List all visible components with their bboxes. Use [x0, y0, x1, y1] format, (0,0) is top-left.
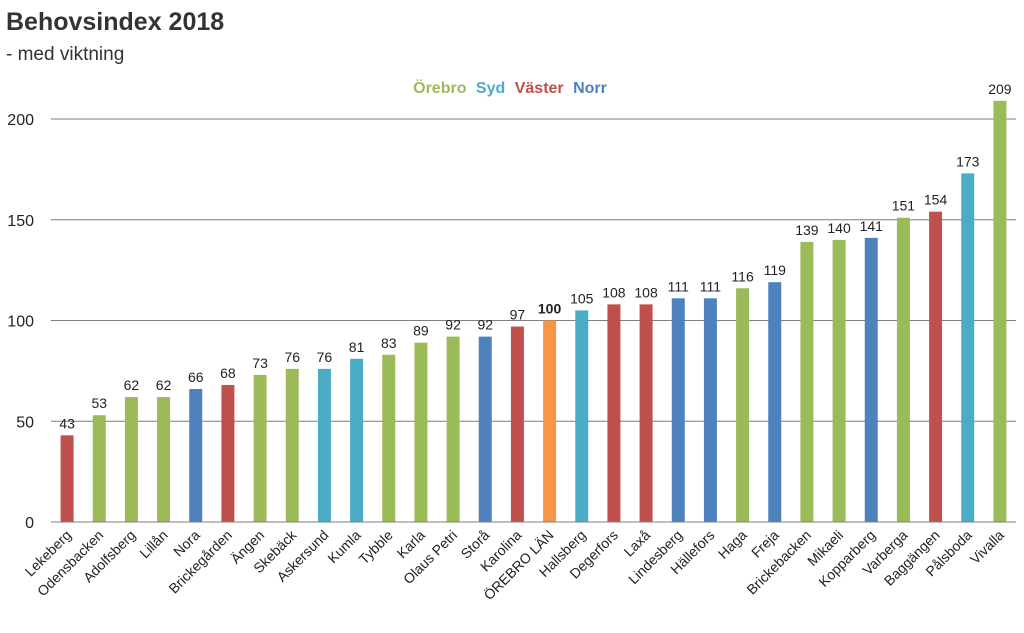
bar	[157, 397, 171, 522]
bar	[253, 374, 267, 522]
bar	[832, 239, 846, 522]
bar	[768, 282, 782, 522]
legend-entry-orebro: Örebro	[413, 78, 467, 97]
bars	[60, 100, 1007, 523]
bar	[736, 288, 750, 522]
chart-subtitle: - med viktning	[6, 44, 124, 65]
bar	[478, 336, 492, 522]
data-label: 111	[700, 278, 721, 294]
bar	[929, 211, 943, 522]
x-tick-label: Lillån	[136, 527, 170, 561]
data-labels: 43 53 62 62 66 68 73 76 76 81 83 89 92 92 97 100 105 108 1…	[59, 81, 1012, 431]
data-label: 173	[956, 153, 980, 169]
bar	[639, 304, 653, 522]
data-label: 81	[349, 339, 365, 355]
y-tick-label: 0	[25, 515, 34, 532]
bar	[575, 310, 589, 522]
bar	[221, 384, 235, 522]
bar	[317, 368, 331, 522]
bar	[189, 389, 203, 522]
data-label: 108	[602, 284, 626, 300]
bar	[543, 320, 557, 522]
bar	[414, 342, 428, 522]
data-label: 119	[764, 262, 787, 278]
data-label: 43	[59, 415, 75, 431]
x-tick-label: Vivalla	[967, 527, 1007, 567]
data-label: 66	[188, 369, 204, 385]
bar	[382, 354, 396, 522]
bar	[864, 237, 878, 522]
bar	[92, 415, 106, 522]
data-label: 53	[91, 395, 107, 411]
data-label: 111	[668, 278, 689, 294]
bar	[60, 435, 74, 522]
bar	[993, 100, 1007, 523]
data-label: 141	[860, 218, 884, 234]
gridlines	[51, 118, 1016, 422]
legend-entry-syd: Syd	[476, 80, 505, 97]
bar	[671, 298, 685, 522]
data-label: 139	[795, 222, 819, 238]
data-label: 92	[477, 317, 493, 333]
data-label: 154	[924, 192, 948, 208]
bar	[703, 298, 717, 522]
data-label: 97	[510, 307, 526, 323]
bar	[800, 241, 814, 523]
data-label: 209	[988, 81, 1012, 97]
legend-entry-norr: Norr	[573, 80, 607, 97]
data-label: 151	[892, 198, 916, 214]
bar	[607, 304, 621, 522]
data-label: 116	[731, 268, 754, 284]
data-label: 62	[124, 377, 140, 393]
legend: Örebro Syd Väster Norr	[413, 78, 607, 97]
x-tick-label: Haga	[715, 527, 750, 562]
data-label: 76	[317, 349, 333, 365]
chart-title: Behovsindex 2018	[6, 8, 224, 36]
x-tick-label: Kumla	[324, 527, 364, 567]
bar	[961, 173, 975, 522]
data-label: 62	[156, 377, 172, 393]
data-label: 92	[445, 317, 461, 333]
data-label: 140	[827, 220, 851, 236]
data-label: 76	[284, 349, 300, 365]
data-label: 100	[538, 301, 562, 317]
data-label: 89	[413, 323, 429, 339]
y-tick-label: 150	[7, 213, 34, 230]
bar	[510, 326, 524, 522]
bar	[350, 358, 364, 522]
bar	[896, 217, 910, 523]
data-label: 73	[252, 355, 268, 371]
y-tick-label: 200	[7, 112, 34, 129]
y-axis-ticks: 0 50 100 150 200	[7, 112, 34, 532]
data-label: 68	[220, 365, 236, 381]
bar	[446, 336, 460, 522]
bar	[285, 368, 299, 522]
y-tick-label: 100	[7, 314, 34, 331]
y-tick-label: 50	[16, 414, 34, 431]
x-tick-label: Tybble	[355, 527, 396, 568]
data-label: 108	[634, 284, 658, 300]
data-label: 83	[381, 335, 397, 351]
bar	[124, 397, 138, 522]
data-label: 105	[570, 290, 594, 306]
legend-entry-vaster: Väster	[515, 80, 564, 97]
